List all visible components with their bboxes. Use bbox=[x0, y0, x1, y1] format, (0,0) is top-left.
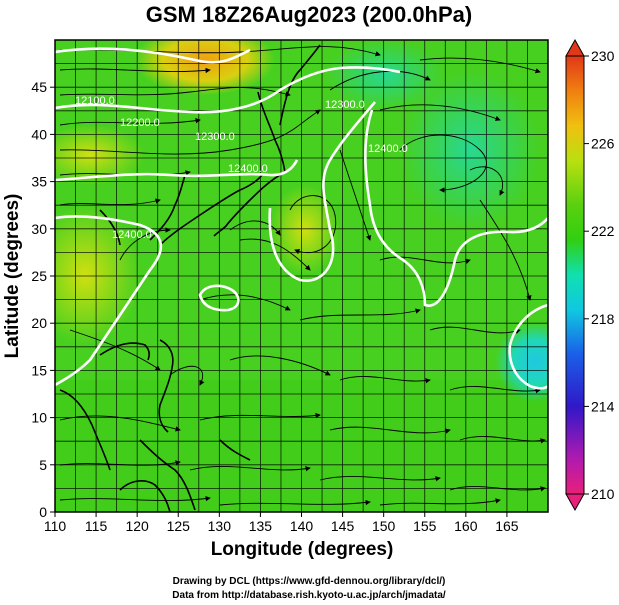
streamlines bbox=[59, 46, 546, 506]
colorbar-tick-label: 214 bbox=[591, 398, 615, 414]
credit-line-2: Data from http://database.rish.kyoto-u.a… bbox=[172, 590, 446, 601]
y-tick-label: 5 bbox=[39, 457, 47, 473]
height-contours bbox=[55, 47, 548, 390]
chart-title: GSM 18Z26Aug2023 (200.0hPa) bbox=[146, 2, 472, 27]
cool-anomaly-northcenter bbox=[325, 40, 445, 110]
colorbar-top-arrow bbox=[565, 38, 585, 57]
y-tick-label: 35 bbox=[31, 174, 47, 190]
contour-labels: 12100.0 12200.0 12300.0 12400.0 12300.0 … bbox=[75, 95, 408, 241]
x-tick-label: 140 bbox=[290, 518, 314, 534]
y-tick-label: 20 bbox=[31, 315, 47, 331]
colorbar: 230 226 222 218 214 210 bbox=[565, 38, 615, 512]
x-axis: 110 115 120 125 130 135 140 145 150 155 160 165 bbox=[44, 512, 519, 534]
x-tick-label: 160 bbox=[454, 518, 478, 534]
x-tick-label: 150 bbox=[372, 518, 396, 534]
colorbar-tick-label: 210 bbox=[591, 486, 615, 502]
plot-area: 12100.0 12200.0 12300.0 12400.0 12300.0 … bbox=[55, 40, 548, 512]
cool-anomaly-northeast bbox=[400, 70, 540, 230]
x-tick-label: 125 bbox=[167, 518, 191, 534]
y-tick-label: 0 bbox=[39, 504, 47, 520]
y-tick-label: 25 bbox=[31, 268, 47, 284]
coastlines bbox=[59, 44, 321, 512]
y-axis: 0 5 10 15 20 25 30 35 40 45 bbox=[31, 79, 55, 520]
colorbar-tick-label: 226 bbox=[591, 136, 615, 152]
x-tick-label: 110 bbox=[44, 518, 67, 534]
svg-text:12400.0: 12400.0 bbox=[368, 143, 408, 155]
svg-text:12400.0: 12400.0 bbox=[228, 163, 268, 175]
svg-text:12100.0: 12100.0 bbox=[75, 95, 115, 107]
x-tick-label: 165 bbox=[495, 518, 519, 534]
svg-text:12200.0: 12200.0 bbox=[120, 117, 160, 129]
y-tick-label: 45 bbox=[31, 79, 47, 95]
x-tick-label: 120 bbox=[125, 518, 149, 534]
x-tick-label: 145 bbox=[331, 518, 355, 534]
x-axis-title: Longitude (degrees) bbox=[211, 539, 394, 560]
x-tick-label: 130 bbox=[208, 518, 232, 534]
x-tick-label: 155 bbox=[413, 518, 437, 534]
cool-anomaly-east bbox=[495, 322, 548, 402]
x-tick-label: 115 bbox=[85, 518, 108, 534]
x-tick-label: 135 bbox=[249, 518, 273, 534]
colorbar-tick-label: 230 bbox=[591, 48, 615, 64]
colorbar-tick-label: 218 bbox=[591, 311, 615, 327]
colorbar-body bbox=[565, 55, 585, 495]
svg-text:12300.0: 12300.0 bbox=[325, 99, 365, 111]
colorbar-bottom-arrow bbox=[565, 493, 585, 512]
credit-line-1: Drawing by DCL (https://www.gfd-dennou.o… bbox=[173, 576, 446, 587]
y-tick-label: 15 bbox=[31, 362, 47, 378]
warm-anomaly-northwest bbox=[55, 125, 145, 185]
svg-text:12400.0: 12400.0 bbox=[112, 229, 152, 241]
y-axis-title: Latitude (degrees) bbox=[2, 194, 23, 359]
y-tick-label: 40 bbox=[31, 126, 47, 142]
svg-text:12300.0: 12300.0 bbox=[195, 131, 235, 143]
warm-anomaly-north bbox=[135, 40, 275, 95]
colorbar-tick-label: 222 bbox=[591, 223, 615, 239]
y-tick-label: 30 bbox=[31, 221, 47, 237]
y-tick-label: 10 bbox=[31, 410, 47, 426]
grid-lines bbox=[55, 40, 548, 512]
